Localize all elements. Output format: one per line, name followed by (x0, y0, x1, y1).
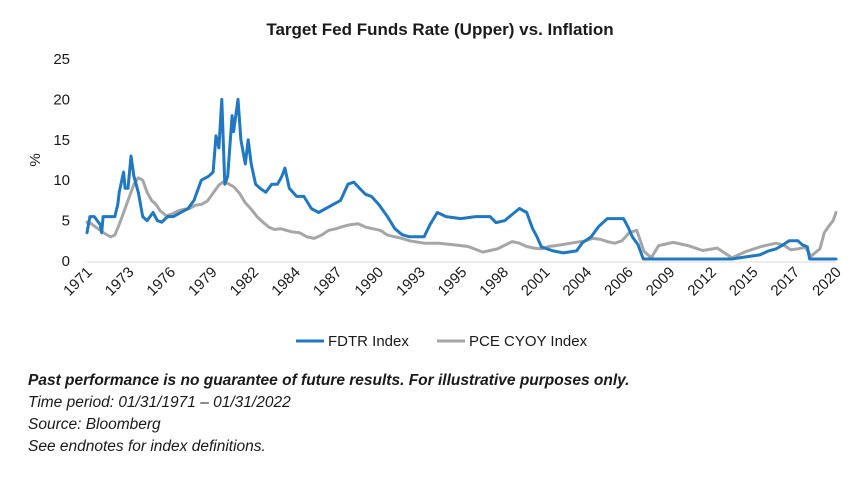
time-period-text: Time period: 01/31/1971 – 01/31/2022 (28, 394, 291, 411)
line-chart: Target Fed Funds Rate (Upper) vs. Inflat… (27, 20, 845, 350)
x-tick-label: 1993 (393, 264, 429, 300)
x-axis: 1971 1973 1976 1979 1982 1984 1987 1990 1993 1995… (60, 264, 845, 300)
legend-label: PCE CYOY Index (469, 333, 588, 350)
endnotes-text: See endnotes for index definitions. (28, 438, 266, 455)
x-tick-label: 2012 (684, 264, 720, 300)
x-tick-label: 1990 (351, 264, 387, 300)
x-tick-label: 1982 (227, 264, 263, 300)
series-line-pce (85, 176, 838, 260)
series-layer (85, 97, 838, 261)
legend-label: FDTR Index (328, 333, 409, 350)
x-tick-label: 1973 (102, 264, 138, 300)
y-tick-label: 0 (62, 253, 70, 270)
y-tick-label: 10 (53, 172, 70, 189)
x-tick-label: 2020 (809, 264, 845, 300)
x-tick-label: 1987 (310, 264, 346, 300)
y-axis-label: % (27, 153, 44, 166)
x-tick-label: 2017 (768, 264, 804, 300)
x-tick-label: 2015 (726, 264, 762, 300)
x-tick-label: 1995 (435, 264, 471, 300)
disclaimer-text: Past performance is no guarantee of futu… (28, 372, 630, 389)
y-axis: 0 5 10 15 20 25 (53, 51, 70, 270)
chart-title: Target Fed Funds Rate (Upper) vs. Inflat… (266, 20, 613, 39)
chart-notes: Past performance is no guarantee of futu… (28, 370, 848, 458)
x-tick-label: 1976 (143, 264, 179, 300)
y-tick-label: 15 (53, 132, 70, 149)
y-tick-label: 25 (53, 51, 70, 68)
y-tick-label: 5 (62, 213, 70, 230)
legend: FDTR Index PCE CYOY Index (296, 333, 588, 350)
y-tick-label: 20 (53, 91, 70, 108)
x-tick-label: 2009 (643, 264, 679, 300)
source-text: Source: Bloomberg (28, 416, 161, 433)
x-tick-label: 1998 (476, 264, 512, 300)
x-tick-label: 1979 (185, 264, 221, 300)
x-tick-label: 1984 (268, 264, 304, 300)
x-tick-label: 2006 (601, 264, 637, 300)
x-tick-label: 2001 (518, 264, 554, 300)
x-tick-label: 2004 (560, 264, 596, 300)
series-line-fdtr (85, 97, 838, 261)
